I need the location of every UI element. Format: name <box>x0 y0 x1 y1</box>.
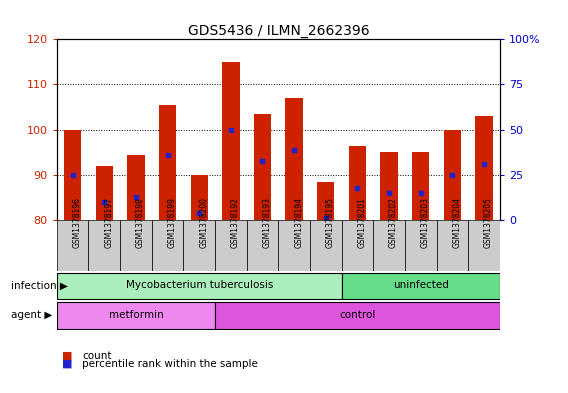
Bar <box>310 220 341 271</box>
Bar <box>127 154 145 220</box>
Bar <box>444 130 461 220</box>
Bar <box>349 145 366 220</box>
Bar <box>341 273 500 299</box>
Bar <box>475 116 492 220</box>
Bar <box>64 130 81 220</box>
Text: GSM1378204: GSM1378204 <box>452 197 461 248</box>
Text: GSM1378203: GSM1378203 <box>421 197 430 248</box>
Bar <box>317 182 335 220</box>
Bar <box>57 220 89 271</box>
Bar <box>152 220 183 271</box>
Bar <box>57 273 341 299</box>
Text: count: count <box>82 351 112 361</box>
Text: GSM1378195: GSM1378195 <box>326 197 335 248</box>
Bar <box>437 220 468 271</box>
Text: GSM1378202: GSM1378202 <box>389 197 398 248</box>
Text: agent ▶: agent ▶ <box>11 310 53 320</box>
Bar <box>412 152 429 220</box>
Bar <box>254 114 271 220</box>
Text: GSM1378192: GSM1378192 <box>231 197 240 248</box>
Text: GSM1378201: GSM1378201 <box>357 197 366 248</box>
Bar <box>222 62 240 220</box>
Text: ■: ■ <box>62 358 77 369</box>
Bar <box>373 220 405 271</box>
Bar <box>183 220 215 271</box>
Bar <box>215 302 500 329</box>
Bar <box>341 220 373 271</box>
Text: GSM1378199: GSM1378199 <box>168 197 177 248</box>
Text: infection ▶: infection ▶ <box>11 281 68 291</box>
Text: uninfected: uninfected <box>393 280 449 290</box>
Bar <box>57 302 215 329</box>
Bar <box>190 175 208 220</box>
Text: GSM1378200: GSM1378200 <box>199 197 208 248</box>
Bar <box>286 98 303 220</box>
Text: GSM1378197: GSM1378197 <box>105 197 113 248</box>
Text: GSM1378205: GSM1378205 <box>484 197 493 248</box>
Text: percentile rank within the sample: percentile rank within the sample <box>82 358 258 369</box>
Bar <box>215 220 247 271</box>
Text: GSM1378194: GSM1378194 <box>294 197 303 248</box>
Text: Mycobacterium tuberculosis: Mycobacterium tuberculosis <box>126 280 273 290</box>
Bar <box>468 220 500 271</box>
Bar <box>278 220 310 271</box>
Text: metformin: metformin <box>108 310 163 320</box>
Bar <box>95 166 113 220</box>
Title: GDS5436 / ILMN_2662396: GDS5436 / ILMN_2662396 <box>187 24 369 38</box>
Bar <box>159 105 176 220</box>
Bar <box>405 220 437 271</box>
Text: GSM1378198: GSM1378198 <box>136 197 145 248</box>
Bar <box>89 220 120 271</box>
Text: GSM1378193: GSM1378193 <box>262 197 272 248</box>
Text: control: control <box>339 310 375 320</box>
Bar <box>381 152 398 220</box>
Bar <box>247 220 278 271</box>
Bar <box>120 220 152 271</box>
Text: ■: ■ <box>62 351 77 361</box>
Text: GSM1378196: GSM1378196 <box>73 197 82 248</box>
